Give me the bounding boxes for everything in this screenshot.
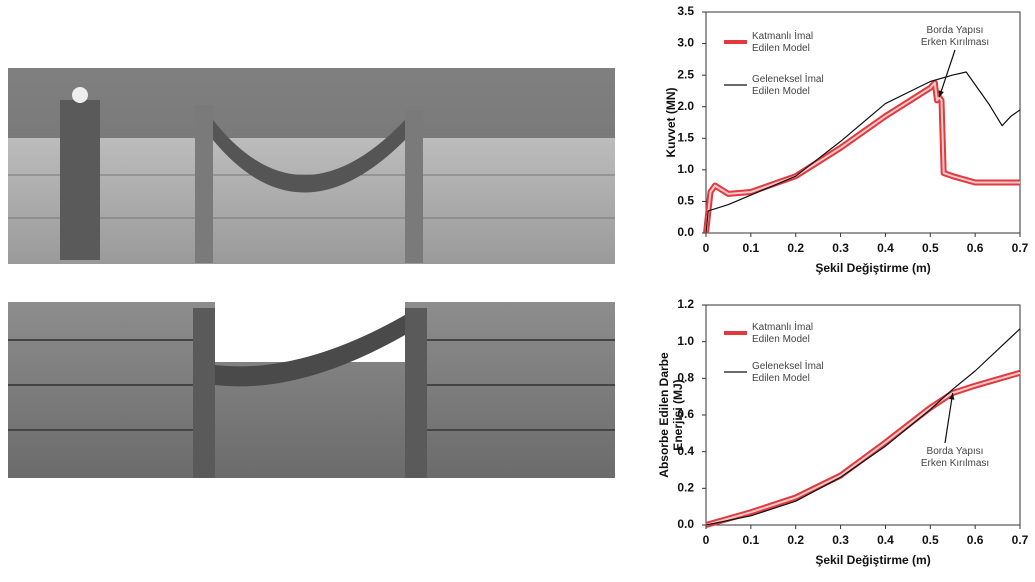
y-tick-label: 1.2 [677,297,694,311]
chart: 0.0 0.5 1.0 1.5 2.0 2.5 3.0 3.5 0 0.1 0.2 0.3 0.4 0.5… [0,0,1035,582]
y-tick-label: 0.5 [677,194,694,208]
y-tick-label: 2.0 [677,99,694,113]
x-tick-label: 0.4 [877,533,894,547]
photo-model [8,302,615,478]
y-tick-label: 0.0 [677,225,694,239]
y-tick-label: 0.2 [677,481,694,495]
series-line [706,329,1020,525]
x-tick-label: 0.7 [1012,533,1029,547]
annotation-arrow [939,50,955,97]
x-tick-label: 0.2 [787,533,804,547]
series-line [706,83,1020,233]
y-tick-label: 3.5 [677,4,694,18]
y-axis-title: Kuvvet (MN) [664,87,678,157]
x-tick-label: 0.7 [1012,241,1029,255]
figure: 0.0 0.5 1.0 1.5 2.0 2.5 3.0 3.5 0 0.1 0.2 0.3 0.4 0.5… [0,0,1035,582]
x-tick-label: 0.1 [743,533,760,547]
x-tick-label: 0.6 [967,533,984,547]
y-tick-label: 1.0 [677,334,694,348]
x-tick-label: 0.2 [787,241,804,255]
y-tick-label: 3.0 [677,36,694,50]
y-tick-label: 1.5 [677,130,694,144]
x-axis-title: Şekil Değiştirme (m) [815,553,930,567]
x-tick-label: 0.3 [832,241,849,255]
x-axis-title: Şekil Değiştirme (m) [815,261,930,275]
x-tick-label: 0.3 [832,533,849,547]
x-tick-label: 0.1 [743,241,760,255]
series-band [706,83,1020,233]
y-tick-label: 0.0 [677,517,694,531]
y-tick-label: 1.0 [677,162,694,176]
x-tick-label: 0.4 [877,241,894,255]
x-tick-label: 0.5 [922,533,939,547]
x-tick-label: 0.6 [967,241,984,255]
x-tick-label: 0 [703,241,710,255]
x-tick-label: 0.5 [922,241,939,255]
y-tick-label: 2.5 [677,67,694,81]
x-tick-label: 0 [703,533,710,547]
photo-full-scale [8,68,615,264]
